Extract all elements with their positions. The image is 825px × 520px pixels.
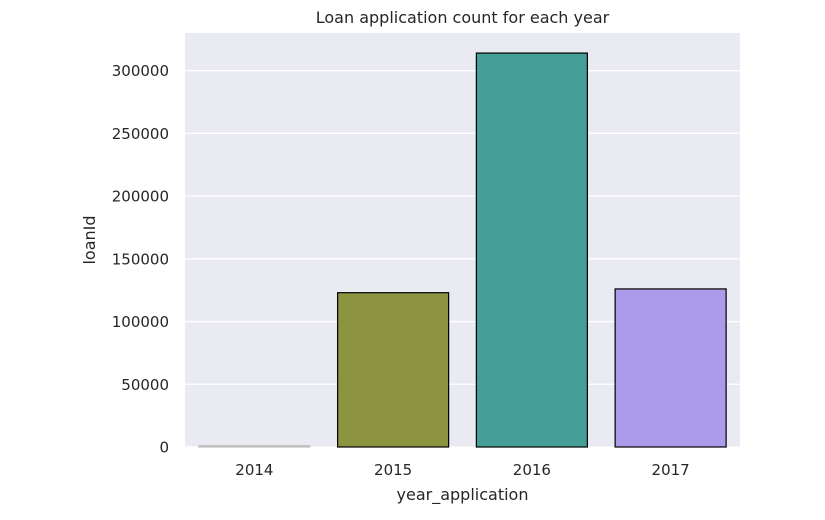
bar-2017 <box>614 288 727 448</box>
x-tick-label: 2014 <box>235 461 273 479</box>
x-axis-label: year_application <box>397 485 529 505</box>
bar-2016 <box>475 52 588 448</box>
y-tick-label: 150000 <box>112 250 169 268</box>
y-axis-ticks: 0 50000 100000 150000 200000 250000 300000 <box>112 62 169 456</box>
x-tick-label: 2016 <box>513 461 551 479</box>
y-axis-label: loanId <box>80 215 99 264</box>
x-tick-label: 2015 <box>374 461 412 479</box>
y-tick-label: 250000 <box>112 125 169 143</box>
x-tick-label: 2017 <box>652 461 690 479</box>
y-tick-label: 0 <box>159 439 169 457</box>
chart-title: Loan application count for each year <box>316 8 610 27</box>
y-tick-label: 100000 <box>112 313 169 331</box>
bar-2015 <box>337 292 450 448</box>
bars <box>198 52 727 448</box>
y-tick-label: 200000 <box>112 188 169 206</box>
y-tick-label: 50000 <box>121 376 169 394</box>
bar-2014 <box>198 445 311 448</box>
x-axis-ticks: 2014 2015 2016 2017 <box>235 461 689 479</box>
y-tick-label: 300000 <box>112 62 169 80</box>
